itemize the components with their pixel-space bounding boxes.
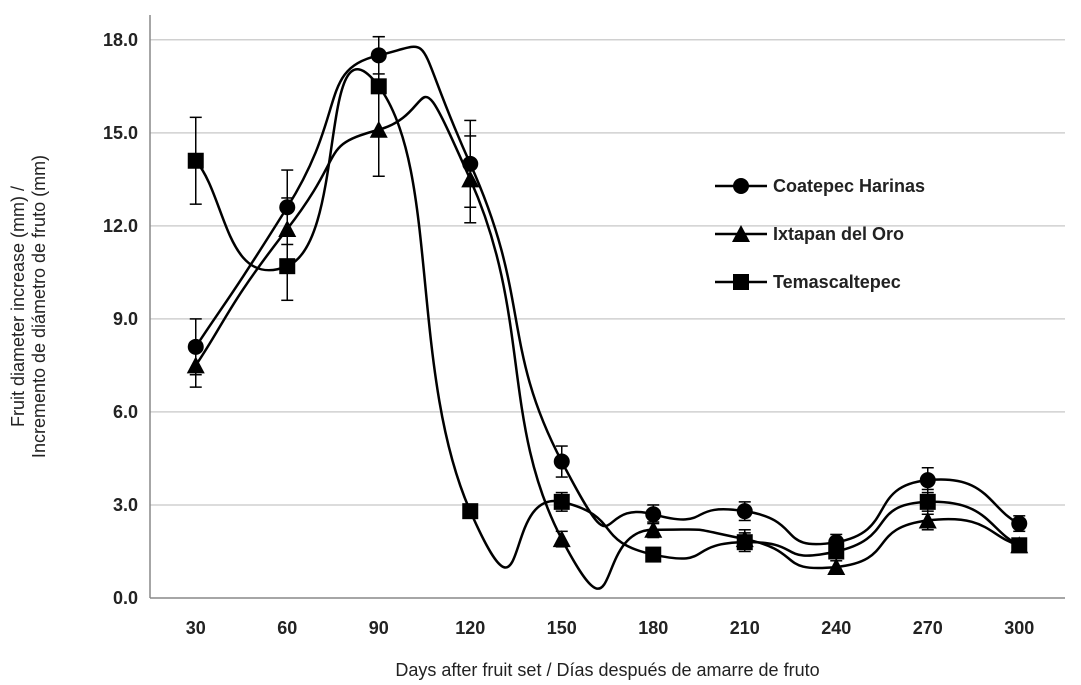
y-tick-label: 6.0 xyxy=(113,402,138,422)
y-tick-label: 3.0 xyxy=(113,495,138,515)
x-tick-label: 150 xyxy=(547,618,577,638)
data-point-square xyxy=(919,493,936,510)
legend-item: Ixtapan del Oro xyxy=(715,224,904,244)
x-tick-label: 120 xyxy=(455,618,485,638)
series-coatepec-harinas xyxy=(187,35,1028,551)
legend-marker-circle xyxy=(733,178,749,194)
data-point-circle xyxy=(553,453,570,470)
x-tick-label: 210 xyxy=(730,618,760,638)
series-line xyxy=(194,45,1020,546)
data-point-square xyxy=(279,258,296,275)
y-tick-labels: 0.0 3.0 6.0 9.0 12.0 15.0 18.0 xyxy=(103,30,138,608)
series-group xyxy=(186,35,1029,590)
legend-item: Coatepec Harinas xyxy=(715,176,925,196)
x-tick-label: 90 xyxy=(369,618,389,638)
gridlines xyxy=(150,39,1065,506)
y-tick-label: 15.0 xyxy=(103,123,138,143)
data-point-square xyxy=(736,534,753,551)
y-tick-label: 0.0 xyxy=(113,588,138,608)
data-point-triangle xyxy=(461,170,480,188)
data-point-square xyxy=(370,78,387,95)
data-point-square xyxy=(1011,537,1028,554)
y-axis-label-line-1: Fruit diameter increase (mm) / xyxy=(8,186,28,427)
legend-marker-triangle xyxy=(732,225,750,242)
x-tick-label: 60 xyxy=(277,618,297,638)
data-point-circle xyxy=(736,503,753,520)
data-point-square xyxy=(553,493,570,510)
legend-label: Temascaltepec xyxy=(773,272,901,292)
data-point-circle xyxy=(1011,515,1028,532)
y-axis-label-line-2: Incremento de diámetro de fruto (mm) xyxy=(29,155,49,458)
x-tick-label: 180 xyxy=(638,618,668,638)
legend-label: Ixtapan del Oro xyxy=(773,224,904,244)
data-point-square xyxy=(645,546,662,563)
data-point-square xyxy=(828,543,845,560)
x-axis-label: Days after fruit set / Días después de a… xyxy=(395,660,819,680)
x-tick-labels: 30 60 90 120 150 180 210 240 270 300 xyxy=(186,618,1035,638)
x-tick-label: 300 xyxy=(1004,618,1034,638)
y-tick-label: 18.0 xyxy=(103,30,138,50)
y-tick-label: 9.0 xyxy=(113,309,138,329)
series-line xyxy=(194,95,1020,590)
x-tick-label: 30 xyxy=(186,618,206,638)
x-tick-label: 240 xyxy=(821,618,851,638)
data-point-triangle xyxy=(827,557,846,575)
legend: Coatepec Harinas Ixtapan del Oro Temascalt… xyxy=(715,176,925,292)
data-point-square xyxy=(187,152,204,169)
series-line xyxy=(194,68,1020,569)
data-point-triangle xyxy=(644,520,663,538)
axes xyxy=(149,15,1065,599)
legend-marker-square xyxy=(733,274,749,290)
x-tick-label: 270 xyxy=(913,618,943,638)
legend-item: Temascaltepec xyxy=(715,272,901,292)
data-point-circle xyxy=(919,472,936,489)
data-point-triangle xyxy=(186,356,205,374)
data-point-triangle xyxy=(918,511,937,529)
data-point-square xyxy=(462,503,479,520)
series-temascaltepec xyxy=(187,35,1028,569)
data-point-triangle xyxy=(552,530,571,548)
y-tick-label: 12.0 xyxy=(103,216,138,236)
legend-label: Coatepec Harinas xyxy=(773,176,925,196)
data-point-circle xyxy=(645,506,662,523)
